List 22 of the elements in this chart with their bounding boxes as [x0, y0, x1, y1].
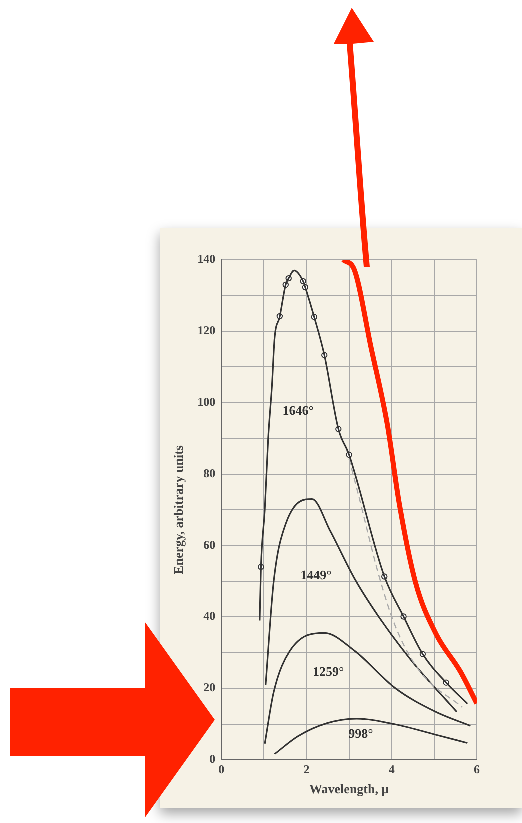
y-tick-label: 60: [204, 538, 216, 552]
y-tick-label: 0: [210, 752, 216, 766]
y-tick-label: 80: [204, 466, 216, 480]
series-label: 1259°: [313, 664, 344, 680]
y-axis-title: Energy, arbitrary units: [171, 446, 186, 574]
y-tick-label: 20: [204, 680, 216, 695]
series-label: 1449°: [300, 568, 332, 583]
line-series: [264, 632, 472, 745]
line-series: [274, 718, 468, 756]
line-series: [259, 270, 468, 705]
y-tick-label: 100: [198, 394, 216, 409]
line-series: [265, 498, 458, 713]
y-tick-label: 140: [198, 252, 216, 266]
y-tick-label: 120: [198, 324, 216, 338]
x-tick-label: 0: [218, 762, 225, 776]
y-tick-label: 40: [204, 609, 216, 624]
x-axis-title: Wavelength, μ: [310, 782, 390, 797]
x-tick-label: 4: [388, 762, 395, 776]
x-tick-label: 2: [304, 762, 310, 776]
series-label: 1646°: [282, 403, 314, 418]
series-label: 998°: [348, 726, 374, 741]
x-tick-label: 6: [474, 762, 480, 776]
